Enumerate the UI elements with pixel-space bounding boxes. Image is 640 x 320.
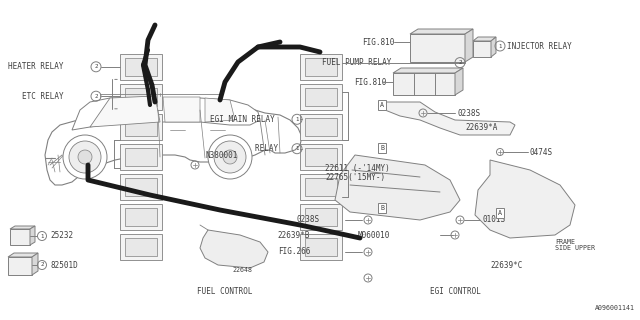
Text: 1: 1 <box>295 146 299 151</box>
Text: 22639*C: 22639*C <box>490 260 522 269</box>
Text: 0101S: 0101S <box>482 215 505 225</box>
Text: 0238S: 0238S <box>297 215 320 225</box>
Bar <box>305 118 337 136</box>
Text: M060010: M060010 <box>358 230 390 239</box>
Circle shape <box>69 141 101 173</box>
Text: N380001: N380001 <box>205 150 237 159</box>
Text: 22611 (-'14MY): 22611 (-'14MY) <box>325 164 390 172</box>
Polygon shape <box>205 98 235 122</box>
Bar <box>125 208 157 227</box>
Polygon shape <box>45 108 302 185</box>
Text: FUEL PUMP RELAY: FUEL PUMP RELAY <box>322 58 392 67</box>
Bar <box>125 238 157 256</box>
Text: FUEL CONTROL: FUEL CONTROL <box>197 287 253 297</box>
Polygon shape <box>200 230 268 268</box>
Bar <box>120 204 162 230</box>
Text: FIG.810: FIG.810 <box>354 77 387 86</box>
Text: B: B <box>380 145 384 151</box>
Polygon shape <box>393 73 455 95</box>
Polygon shape <box>72 98 260 130</box>
Text: A: A <box>380 102 384 108</box>
Bar <box>125 118 157 136</box>
Bar <box>125 59 157 76</box>
Text: INJECTOR RELAY: INJECTOR RELAY <box>507 42 572 51</box>
Bar <box>300 114 342 140</box>
Text: ETC RELAY: ETC RELAY <box>22 92 63 101</box>
Bar <box>305 88 337 106</box>
Polygon shape <box>473 41 491 57</box>
Text: 2: 2 <box>94 94 98 99</box>
Polygon shape <box>163 97 200 122</box>
Bar <box>120 144 162 170</box>
Text: A: A <box>498 210 502 216</box>
Polygon shape <box>410 34 465 62</box>
Text: 1: 1 <box>295 117 299 122</box>
Text: 22639*A: 22639*A <box>465 123 497 132</box>
Text: 25232: 25232 <box>50 231 73 241</box>
Text: FIG.266: FIG.266 <box>278 247 310 257</box>
Polygon shape <box>473 37 496 41</box>
Text: EGI CONTROL: EGI CONTROL <box>429 287 481 297</box>
Circle shape <box>223 150 237 164</box>
Polygon shape <box>465 29 473 62</box>
Bar <box>120 173 162 200</box>
Polygon shape <box>8 257 32 275</box>
Polygon shape <box>8 253 38 257</box>
Bar <box>125 148 157 166</box>
Circle shape <box>78 150 92 164</box>
Bar <box>300 84 342 110</box>
Text: A096001141: A096001141 <box>595 305 635 311</box>
Text: 0474S: 0474S <box>530 148 553 156</box>
Bar <box>305 208 337 227</box>
Bar <box>305 179 337 196</box>
Polygon shape <box>475 160 575 238</box>
Text: 0238S: 0238S <box>457 108 480 117</box>
Bar <box>300 173 342 200</box>
Text: 2: 2 <box>458 60 461 65</box>
Text: 1: 1 <box>40 234 44 238</box>
Polygon shape <box>30 226 35 245</box>
Polygon shape <box>335 155 460 220</box>
Bar <box>305 148 337 166</box>
Text: 1: 1 <box>499 44 502 49</box>
Bar <box>120 114 162 140</box>
Bar <box>300 144 342 170</box>
Text: 22765('15MY-): 22765('15MY-) <box>325 172 385 181</box>
Text: IG COIL RELAY: IG COIL RELAY <box>218 144 278 153</box>
Text: HEATER RELAY: HEATER RELAY <box>8 62 63 71</box>
Bar <box>300 54 342 80</box>
Polygon shape <box>10 226 35 229</box>
Bar <box>125 179 157 196</box>
Bar <box>305 59 337 76</box>
Polygon shape <box>385 102 515 135</box>
Bar <box>305 238 337 256</box>
Polygon shape <box>393 68 463 73</box>
Text: EGI MAIN RELAY: EGI MAIN RELAY <box>210 115 275 124</box>
Text: 2: 2 <box>94 64 98 69</box>
Polygon shape <box>455 68 463 95</box>
Circle shape <box>208 135 252 179</box>
Bar <box>120 54 162 80</box>
Polygon shape <box>410 29 473 34</box>
Bar <box>300 204 342 230</box>
Text: 22639*B: 22639*B <box>278 230 310 239</box>
Circle shape <box>63 135 107 179</box>
Text: FIG.810: FIG.810 <box>362 37 394 46</box>
Text: 2: 2 <box>40 262 44 268</box>
Text: 82501D: 82501D <box>50 260 77 269</box>
Polygon shape <box>491 37 496 57</box>
Polygon shape <box>90 96 160 127</box>
Text: B: B <box>380 205 384 211</box>
Bar <box>300 234 342 260</box>
Bar <box>120 84 162 110</box>
Bar <box>120 234 162 260</box>
Polygon shape <box>32 253 38 275</box>
Bar <box>125 88 157 106</box>
Text: FRAME
SIDE UPPER: FRAME SIDE UPPER <box>555 238 595 252</box>
Text: 22648: 22648 <box>232 267 252 273</box>
Circle shape <box>214 141 246 173</box>
Polygon shape <box>10 229 30 245</box>
